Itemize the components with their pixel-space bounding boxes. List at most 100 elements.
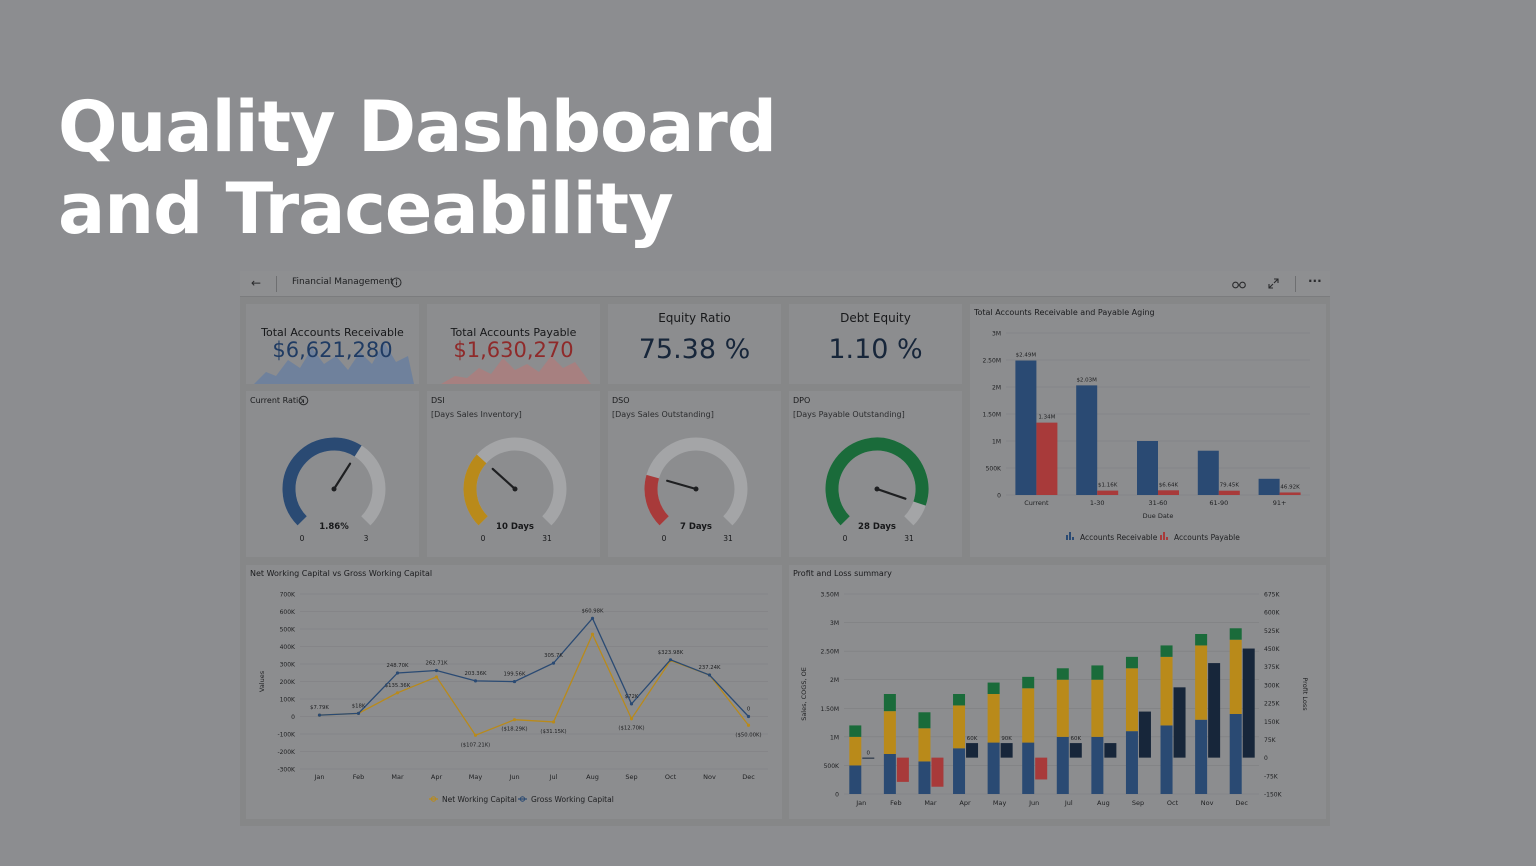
y-tick-label: 700K [280, 592, 296, 599]
cogs-bar [1195, 645, 1208, 720]
sales-bar [1056, 736, 1069, 794]
y2-tick-label: 150K [1264, 719, 1280, 726]
y2-tick-label: 450K [1264, 646, 1280, 653]
bar-data-label: $1.16K [1098, 483, 1118, 489]
profit-loss-bar [1000, 743, 1013, 758]
x-tick-label: Current [1024, 499, 1049, 507]
sales-bar [1022, 742, 1035, 794]
x-tick-label: Oct [1167, 799, 1179, 807]
gauge-needle-hub [874, 486, 880, 492]
x-tick-label: Jan [855, 799, 866, 807]
x-tick-label: Sep [625, 773, 637, 781]
legend-label: Net Working Capital [442, 795, 517, 804]
hero-title-line-2: and Traceability [58, 168, 674, 250]
oe-bar [1160, 645, 1173, 657]
gauge-dpo[interactable]: DPO [Days Payable Outstanding] 28 Days 0 31 [789, 391, 962, 557]
profit-loss-bar [1069, 743, 1082, 758]
oe-bar [1125, 656, 1138, 669]
gauge-max-label: 3 [364, 534, 369, 543]
sales-bar [1195, 719, 1208, 794]
info-icon[interactable] [391, 276, 402, 292]
gauge-dsi[interactable]: DSI [Days Sales Inventory] 10 Days 0 31 [427, 391, 600, 557]
gauge-needle [875, 487, 907, 500]
y-tick-label: 3.50M [820, 592, 839, 599]
x-tick-label: May [469, 773, 483, 781]
gauge-min-label: 0 [662, 534, 667, 543]
y-tick-label: 2M [992, 385, 1001, 392]
gauge-dso[interactable]: DSO [Days Sales Outstanding] 7 Days 0 31 [608, 391, 781, 557]
bar-data-label: 46.92K [1280, 484, 1300, 490]
info-icon[interactable] [298, 395, 309, 406]
y-axis-label: Sales, COGS, OE [800, 667, 808, 721]
y-tick-label: -300K [277, 767, 296, 774]
y2-axis-label: Profit Loss [1301, 677, 1309, 711]
kpi-label: Total Accounts Receivable [261, 326, 404, 339]
kpi-label: Debt Equity [840, 311, 911, 325]
y-tick-label: 0 [835, 792, 839, 799]
y-tick-label: 600K [280, 609, 296, 616]
gauge-dial: 28 Days 0 31 [825, 437, 929, 543]
bar-payable [1158, 490, 1179, 495]
cogs-bar [883, 711, 896, 754]
line-point [356, 711, 361, 715]
kpi-label: Equity Ratio [658, 311, 731, 325]
y-tick-label: 1.50M [982, 412, 1001, 419]
point-data-label: $135.36K [385, 683, 411, 689]
gauge-min-label: 0 [843, 534, 848, 543]
gauge-dial: 10 Days 0 31 [463, 437, 567, 543]
x-tick-label: 91+ [1273, 499, 1287, 507]
legend-bar-icon [1160, 535, 1162, 540]
gauge-title: DPO [793, 396, 811, 405]
gauge-value-arc [644, 474, 670, 526]
point-data-label: $7.79K [310, 705, 329, 711]
more-options-icon[interactable]: ··· [1308, 274, 1322, 288]
kpi-debt-equity[interactable]: Debt Equity 1.10 % [789, 304, 962, 384]
expand-icon[interactable] [1268, 277, 1279, 293]
bar-data-label: 1.34M [1038, 415, 1055, 421]
bar-payable [1036, 422, 1058, 495]
kpi-equity-ratio[interactable]: Equity Ratio 75.38 % [608, 304, 781, 384]
glasses-icon[interactable] [1232, 277, 1246, 293]
oe-bar [1022, 676, 1035, 689]
legend-bar-icon [1069, 532, 1071, 540]
sparkline-area-icon [441, 356, 591, 384]
bar-receivable [1258, 478, 1280, 495]
y-tick-label: 2M [830, 677, 839, 684]
x-tick-label: Dec [1235, 799, 1248, 807]
gauge-needle [491, 467, 517, 491]
y-axis-label: Values [258, 670, 266, 692]
gauge-max-label: 31 [723, 534, 733, 543]
x-tick-label: Jun [508, 773, 519, 781]
y2-tick-label: 600K [1264, 610, 1280, 617]
oe-bar [849, 725, 862, 737]
x-tick-label: Nov [703, 773, 716, 781]
x-tick-label: 31-60 [1149, 499, 1168, 507]
point-data-label: 262.71K [425, 661, 448, 667]
bar-data-label: $2.03M [1076, 377, 1097, 383]
bar-data-label: $6.64K [1159, 482, 1179, 488]
sparkline-area-icon [254, 342, 414, 384]
y-tick-label: 100K [280, 697, 296, 704]
gauge-needle-hub [512, 486, 518, 492]
profit-loss-bar [1138, 711, 1151, 758]
line-point [668, 658, 673, 662]
kpi-total-accounts-receivable[interactable]: Total Accounts Receivable $6,621,280 [246, 304, 419, 384]
y-tick-label: 1M [830, 734, 839, 741]
y2-tick-label: 675K [1264, 592, 1280, 599]
x-tick-label: Feb [353, 773, 365, 781]
kpi-value: $6,621,280 [272, 338, 393, 362]
profit-loss-bar [1173, 687, 1186, 758]
bar-data-label: 60K [1070, 736, 1081, 742]
legend-marker-icon [519, 796, 526, 802]
oe-bar [987, 682, 1000, 694]
dashboard-screenshot: ← Financial Management ··· Total Account… [240, 271, 1330, 826]
kpi-total-accounts-payable[interactable]: Total Accounts Payable $1,630,270 [427, 304, 600, 384]
point-data-label: $72K [625, 694, 639, 700]
x-tick-label: Apr [431, 773, 443, 781]
bar-receivable [1197, 450, 1219, 495]
back-arrow-icon[interactable]: ← [251, 276, 262, 290]
bar-payable [1279, 492, 1301, 495]
cogs-bar [1056, 679, 1069, 737]
gauge-current-ratio[interactable]: Current Ratio 1.86% 0 3 [246, 391, 419, 557]
sales-bar [1091, 736, 1104, 794]
